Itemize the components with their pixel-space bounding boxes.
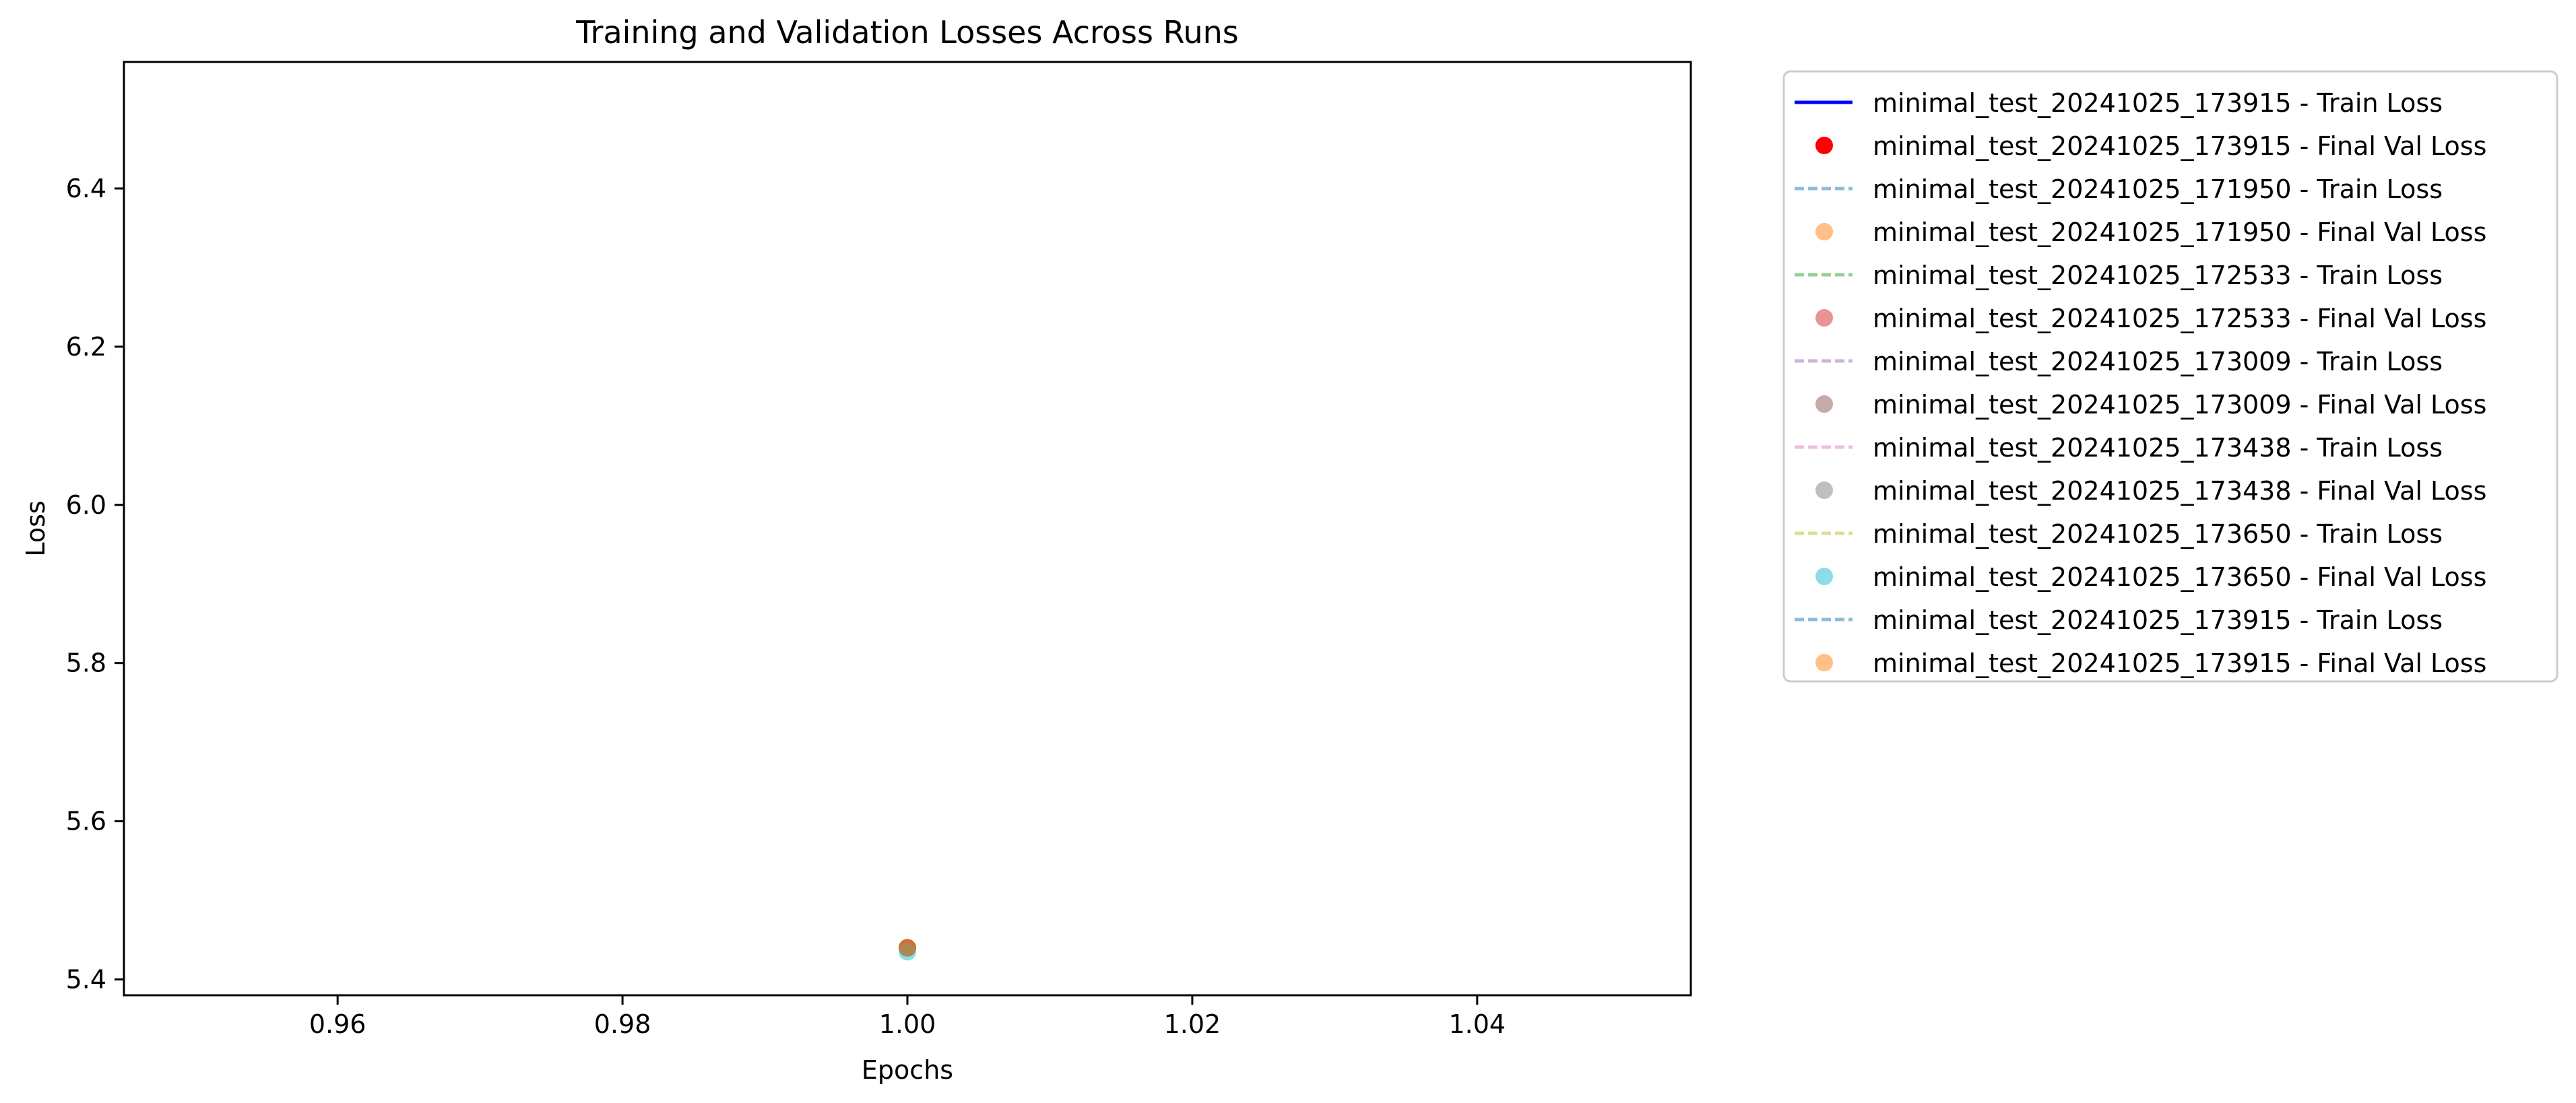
val-loss-point — [899, 939, 916, 957]
legend-marker — [1815, 481, 1833, 499]
plot-area — [899, 939, 916, 961]
legend-item: minimal_test_20241025_173915 - Final Val… — [1815, 131, 2486, 161]
data-marks — [899, 939, 916, 961]
legend-marker — [1815, 395, 1833, 413]
legend-item: minimal_test_20241025_173438 - Train Los… — [1795, 433, 2443, 463]
legend-item: minimal_test_20241025_173009 - Train Los… — [1795, 347, 2443, 376]
legend-label: minimal_test_20241025_173650 - Train Los… — [1873, 519, 2443, 549]
legend-label: minimal_test_20241025_173009 - Train Los… — [1873, 347, 2443, 376]
y-tick-label: 6.0 — [66, 490, 106, 520]
legend-label: minimal_test_20241025_171950 - Train Los… — [1873, 174, 2443, 204]
x-tick-label: 0.98 — [594, 1009, 651, 1039]
legend-label: minimal_test_20241025_173915 - Train Los… — [1873, 605, 2443, 635]
legend-frame — [1782, 70, 2558, 683]
y-tick-label: 6.4 — [66, 174, 106, 203]
legend-label: minimal_test_20241025_173915 - Train Los… — [1873, 88, 2443, 118]
chart-title: Training and Validation Losses Across Ru… — [575, 14, 1239, 51]
y-tick-label: 5.8 — [66, 648, 106, 678]
legend-item: minimal_test_20241025_173915 - Final Val… — [1815, 648, 2486, 678]
legend-item: minimal_test_20241025_171950 - Final Val… — [1815, 218, 2486, 247]
legend-marker — [1815, 137, 1833, 154]
legend-item: minimal_test_20241025_173915 - Train Los… — [1795, 88, 2443, 118]
legend-label: minimal_test_20241025_173009 - Final Val… — [1873, 390, 2486, 420]
legend-label: minimal_test_20241025_172533 - Train Los… — [1873, 261, 2443, 290]
legend-label: minimal_test_20241025_173915 - Final Val… — [1873, 131, 2486, 161]
legend-item: minimal_test_20241025_173650 - Train Los… — [1795, 519, 2443, 549]
legend-item: minimal_test_20241025_171950 - Train Los… — [1795, 174, 2443, 204]
legend-item: minimal_test_20241025_173915 - Train Los… — [1795, 605, 2443, 635]
legend: minimal_test_20241025_173915 - Train Los… — [1782, 70, 2558, 683]
legend-label: minimal_test_20241025_172533 - Final Val… — [1873, 304, 2486, 333]
x-tick-label: 1.04 — [1449, 1009, 1506, 1039]
legend-marker — [1815, 568, 1833, 585]
x-axis-label: Epochs — [862, 1055, 953, 1085]
legend-label: minimal_test_20241025_173438 - Train Los… — [1873, 433, 2443, 463]
legend-label: minimal_test_20241025_173438 - Final Val… — [1873, 476, 2486, 506]
x-tick-label: 1.02 — [1164, 1009, 1221, 1039]
legend-item: minimal_test_20241025_173009 - Final Val… — [1815, 390, 2486, 420]
legend-marker — [1815, 654, 1833, 671]
y-tick-label: 5.6 — [66, 807, 106, 836]
legend-label: minimal_test_20241025_171950 - Final Val… — [1873, 218, 2486, 247]
legend-item: minimal_test_20241025_172533 - Train Los… — [1795, 261, 2443, 290]
legend-item: minimal_test_20241025_173438 - Final Val… — [1815, 476, 2486, 506]
y-tick-label: 6.2 — [66, 332, 106, 362]
legend-label: minimal_test_20241025_173915 - Final Val… — [1873, 648, 2486, 678]
legend-marker — [1815, 309, 1833, 327]
legend-item: minimal_test_20241025_172533 - Final Val… — [1815, 304, 2486, 333]
y-axis-label: Loss — [21, 500, 51, 556]
x-tick-label: 0.96 — [309, 1009, 366, 1039]
y-axis: 5.4 5.6 5.8 6.0 6.2 6.4 — [66, 174, 124, 995]
y-tick-label: 5.4 — [66, 965, 106, 995]
legend-marker — [1815, 223, 1833, 240]
x-tick-label: 1.00 — [879, 1009, 936, 1039]
legend-item: minimal_test_20241025_173650 - Final Val… — [1815, 562, 2486, 592]
x-axis: 0.96 0.98 1.00 1.02 1.04 — [309, 995, 1506, 1039]
legend-label: minimal_test_20241025_173650 - Final Val… — [1873, 562, 2486, 592]
